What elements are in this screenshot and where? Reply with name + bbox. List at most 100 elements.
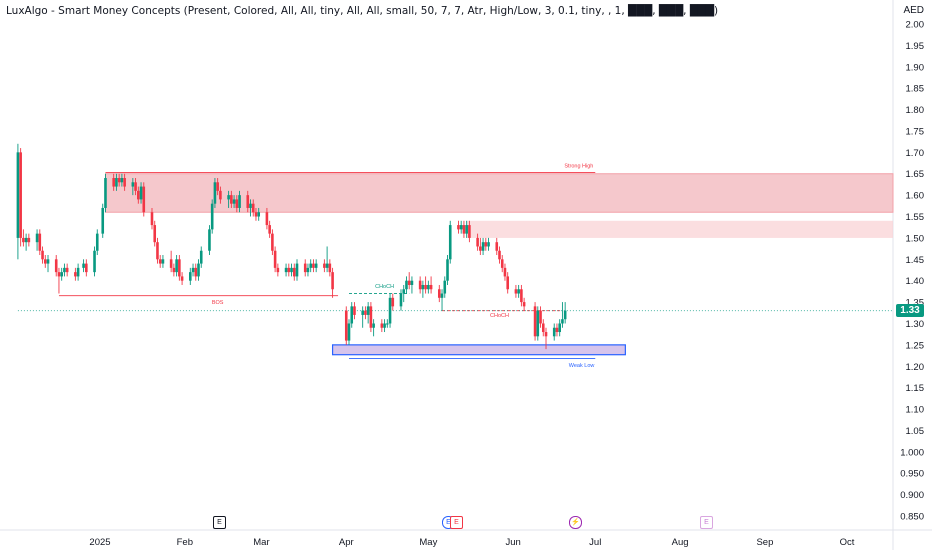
candle-body [295,263,299,277]
candle-body [85,263,88,273]
candle-body [481,242,485,251]
candle-body [112,178,115,187]
earnings-marker-may-b[interactable]: E [450,516,463,529]
candlestick-series [16,143,567,350]
candle-body [309,263,312,268]
candle-down [41,246,44,264]
candle-down [555,323,559,337]
candle-body [328,263,332,273]
earnings-marker-aug[interactable]: E [700,516,713,529]
x-tick-label: Mar [253,537,269,548]
candle-body [350,306,354,324]
candle-up [227,190,230,208]
discount-zone [331,344,626,356]
y-tick-label: 1.25 [906,340,925,351]
candle-body [178,259,181,277]
candle-body [169,259,173,268]
candle-body [292,267,296,277]
candle-up [459,220,463,234]
y-tick-label: 0.950 [900,469,924,480]
candle-up [314,259,318,273]
candle-body [457,225,460,230]
candle-down [344,306,348,345]
candle-up [443,276,447,298]
candle-body [424,284,427,290]
candle-down [364,306,367,320]
candle-up [115,173,118,191]
candle-body [101,207,105,234]
candle-down [380,319,384,333]
candle-body [361,310,364,315]
candle-body [498,250,501,260]
candle-body [487,242,490,247]
candle-body [76,267,80,277]
candle-down [158,255,162,268]
smc-levels [17,172,893,360]
candle-body [265,212,269,226]
candle-up [161,255,165,268]
time-axis: 2025 Feb Mar Apr May Jun Jul Aug Sep Oct [89,537,854,548]
y-tick-label: 1.80 [906,105,925,116]
candle-body [38,233,42,251]
candle-down [539,306,542,328]
candle-down [194,263,198,281]
x-tick-label: May [419,537,437,548]
candle-down [292,263,296,281]
candle-body [16,152,20,238]
candle-down [19,148,22,247]
candle-body [448,225,452,260]
candle-down [479,237,482,256]
candle-up [402,284,406,303]
candle-down [462,220,466,238]
candle-down [230,190,233,208]
candle-up [249,199,252,217]
candle-up [63,263,66,277]
candle-up [35,229,39,251]
candle-down [323,259,326,273]
candle-up [440,289,444,311]
candle-body [235,199,239,208]
candle-body [364,310,367,315]
candle-body [407,280,411,285]
candle-up [487,237,490,251]
y-tick-label: 1.45 [906,255,925,266]
candle-body [405,280,408,290]
candle-body [273,250,277,268]
choch-down-label: CHoCH [490,313,509,319]
candle-body [142,186,146,213]
candle-body [197,263,200,277]
candle-body [459,225,463,230]
y-tick-label: 1.55 [906,212,925,223]
candle-down [54,255,58,277]
dividend-marker-jun[interactable]: ⚡ [569,516,582,529]
candle-body [284,267,288,273]
candle-down [287,263,291,277]
candle-up [427,280,430,294]
candle-up [561,302,564,328]
candle-body [156,242,159,260]
candle-up [60,267,63,281]
candle-down [498,246,501,264]
candle-body [440,293,444,298]
earnings-marker-feb[interactable]: E [213,516,226,529]
candle-up [558,319,561,337]
candle-body [380,323,384,328]
candle-body [563,310,567,320]
candle-down [74,267,77,281]
candle-body [153,225,157,243]
candle-body [43,259,47,264]
candle-body [552,327,556,337]
candle-body [437,289,441,298]
candle-down [429,276,433,294]
candle-up [295,259,299,281]
candle-body [391,297,395,307]
y-tick-label: 1.30 [906,319,925,330]
candle-body [347,323,351,341]
candle-body [172,267,176,273]
candle-body [238,195,241,208]
candle-body [180,276,184,281]
candle-body [517,289,520,294]
candle-down [117,173,121,187]
candle-body [60,272,63,277]
